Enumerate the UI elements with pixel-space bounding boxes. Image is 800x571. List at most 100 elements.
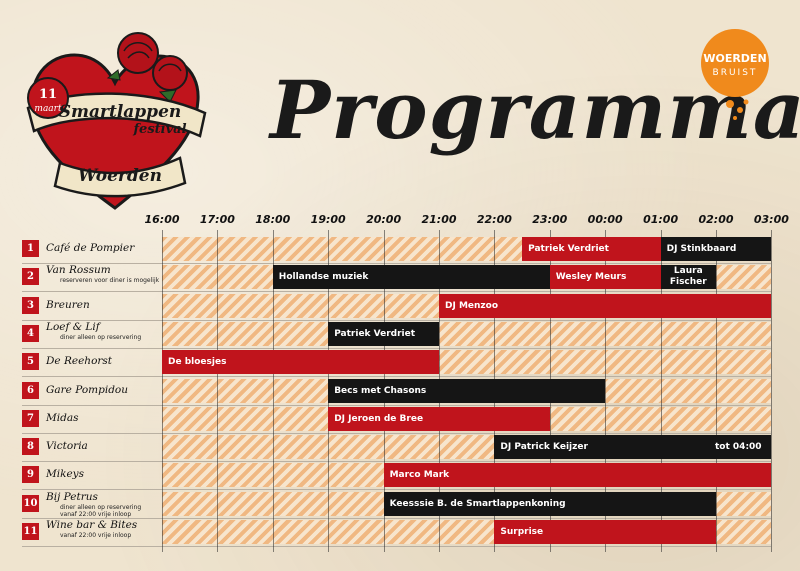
time-label: 18:00 bbox=[255, 213, 291, 226]
venue-number: 8 bbox=[22, 438, 39, 456]
hour-gridline bbox=[272, 230, 274, 552]
time-label: 22:00 bbox=[476, 213, 512, 226]
event-label: Fischer bbox=[669, 277, 707, 288]
time-label: 00:00 bbox=[587, 213, 623, 226]
logo-date-day: 11 bbox=[39, 87, 57, 102]
venue-note: diner alleen op reservering bbox=[60, 503, 142, 511]
venue-number: 5 bbox=[22, 353, 39, 371]
venue-name: Loef & Lif bbox=[46, 320, 100, 333]
hour-gridline bbox=[605, 230, 607, 552]
row-divider bbox=[22, 319, 771, 321]
event-block: Keesssie B. de Smartlappenkoning bbox=[383, 491, 716, 516]
venue-number: 7 bbox=[22, 409, 39, 427]
venue-name: Bij Petrus bbox=[46, 490, 98, 503]
hour-gridline bbox=[771, 230, 773, 552]
event-end-note: tot 04:00 bbox=[715, 442, 762, 453]
event-block: Marco Mark bbox=[383, 463, 771, 488]
venue-name: Café de Pompier bbox=[46, 242, 135, 254]
logo-line1: Smartlappen bbox=[59, 102, 182, 122]
event-block: DJ Menzoo bbox=[439, 293, 771, 318]
event-label: DJ Menzoo bbox=[445, 300, 499, 311]
event-label: Laura bbox=[673, 266, 703, 277]
event-label: Surprise bbox=[500, 527, 544, 537]
event-block: Laura Fischer bbox=[660, 265, 716, 290]
venue-name: Gare Pompidou bbox=[46, 383, 129, 396]
venue-name: Victoria bbox=[46, 440, 88, 453]
date-badge: 11 maart bbox=[27, 77, 69, 119]
venue-name: Breuren bbox=[46, 298, 90, 311]
venue-name: Van Rossum bbox=[46, 264, 111, 277]
venue-note: reserveren voor diner is mogelijk bbox=[60, 277, 160, 285]
hour-gridline bbox=[716, 230, 717, 552]
brand-line2: BRUIST bbox=[713, 68, 758, 78]
event-label: Patriek Verdriet bbox=[528, 244, 609, 254]
bubble-icon bbox=[726, 100, 734, 108]
hour-gridline bbox=[162, 230, 163, 552]
event-label: DJ Stinkbaard bbox=[666, 244, 737, 254]
venue-number: 11 bbox=[22, 523, 39, 540]
venue-number: 6 bbox=[22, 381, 39, 399]
event-block: Surprise bbox=[494, 520, 716, 544]
brand-logo: WOERDEN BRUIST bbox=[701, 29, 769, 120]
venue-number: 1 bbox=[22, 240, 39, 257]
row-divider bbox=[22, 347, 771, 349]
logo-city: Woerden bbox=[78, 166, 162, 186]
event-block: De bloesjes bbox=[162, 350, 439, 375]
time-label: 21:00 bbox=[421, 213, 457, 226]
venue-number: 3 bbox=[22, 296, 39, 314]
ribbon-top bbox=[26, 92, 207, 138]
row-divider bbox=[22, 546, 771, 547]
venue-note: vanaf 22:00 vrije inloop bbox=[60, 532, 132, 539]
event-label: Hollandse muziek bbox=[278, 272, 369, 283]
time-label: 20:00 bbox=[366, 213, 402, 226]
time-label: 02:00 bbox=[698, 213, 734, 226]
row-divider bbox=[22, 461, 771, 463]
venue-number: 9 bbox=[22, 466, 39, 484]
schedule-row bbox=[162, 321, 771, 346]
venue-number: 10 bbox=[22, 494, 39, 512]
venue-number: 4 bbox=[22, 324, 39, 342]
venue-name: Mikeys bbox=[46, 468, 85, 481]
row-divider bbox=[22, 517, 771, 519]
row-divider bbox=[22, 432, 771, 434]
event-label: DJ Patrick Keijzer bbox=[500, 442, 588, 453]
row-divider bbox=[22, 291, 771, 293]
time-label: 19:00 bbox=[310, 213, 346, 226]
venue-number: 2 bbox=[22, 268, 39, 286]
time-label: 03:00 bbox=[753, 213, 789, 226]
time-label: 01:00 bbox=[643, 213, 679, 226]
event-label: Marco Mark bbox=[389, 470, 450, 481]
venue-name: Wine bar & Bites bbox=[46, 519, 138, 531]
time-label: 16:00 bbox=[144, 213, 180, 226]
ribbon-bottom bbox=[53, 156, 187, 198]
event-block: DJ Patrick Keijzer bbox=[494, 435, 771, 460]
event-block: Becs met Chasons bbox=[328, 378, 606, 403]
event-block: Patriek Verdriet bbox=[328, 321, 439, 346]
logo-date-month: maart bbox=[34, 104, 62, 114]
event-label: DJ Jeroen de Bree bbox=[334, 413, 424, 424]
event-block: Hollandse muziek bbox=[272, 265, 550, 290]
venue-note: vanaf 22:00 vrije inloop bbox=[60, 510, 132, 518]
event-label: Patriek Verdriet bbox=[334, 328, 416, 339]
event-label: De bloesjes bbox=[168, 357, 227, 368]
festival-logo: 11 maart Smartlappen festival Woerden bbox=[26, 32, 207, 210]
event-label: Becs met Chasons bbox=[334, 385, 427, 396]
event-block: DJ Stinkbaard bbox=[660, 237, 771, 261]
event-block: DJ Jeroen de Bree bbox=[328, 406, 550, 431]
venue-name: Midas bbox=[46, 411, 79, 424]
row-divider bbox=[22, 263, 771, 264]
logo-line2: festival bbox=[132, 122, 186, 137]
rose-icon bbox=[106, 32, 188, 103]
brand-line1: WOERDEN bbox=[703, 52, 766, 65]
event-block: Wesley Meurs bbox=[549, 265, 661, 290]
hour-gridline bbox=[660, 230, 662, 552]
event-block: Patriek Verdriet bbox=[522, 237, 661, 261]
venue-name: De Reehorst bbox=[46, 355, 113, 368]
row-divider bbox=[22, 376, 771, 378]
event-label: Keesssie B. de Smartlappenkoning bbox=[389, 498, 566, 509]
row-divider bbox=[22, 404, 771, 406]
venue-note: diner alleen op reservering bbox=[60, 333, 142, 341]
event-label: Wesley Meurs bbox=[555, 272, 627, 283]
row-divider bbox=[22, 489, 771, 491]
